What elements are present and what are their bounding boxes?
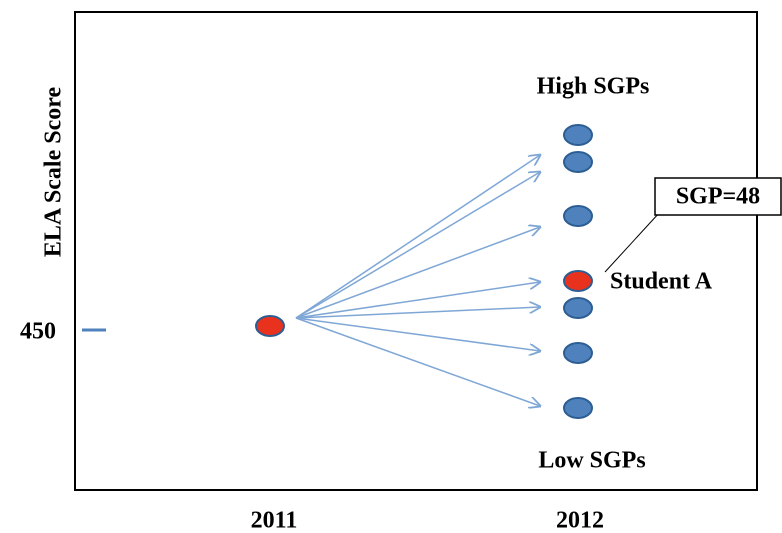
y-axis-label: ELA Scale Score — [41, 87, 67, 258]
callout-text: SGP=48 — [676, 184, 760, 210]
outcome-dots — [563, 124, 593, 419]
bottom-label: Low SGPs — [538, 448, 645, 474]
callout-box — [654, 177, 782, 216]
plot-frame — [74, 11, 758, 491]
x-label: 2012 — [556, 508, 604, 533]
callout-line — [604, 211, 661, 273]
x-label: 2011 — [251, 508, 298, 533]
arrows — [295, 155, 540, 406]
top-label: High SGPs — [537, 74, 650, 100]
student-label: Student A — [610, 269, 713, 295]
y-tick-label: 450 — [20, 319, 56, 345]
start-dot — [255, 315, 285, 337]
